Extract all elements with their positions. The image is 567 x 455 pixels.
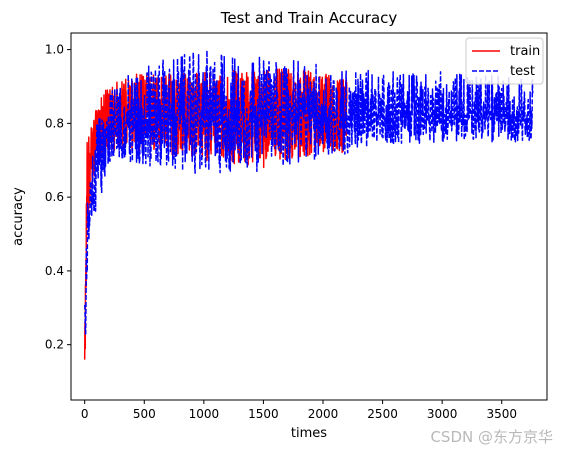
legend: train test (465, 37, 544, 85)
y-tick-label: 0.2 (45, 338, 64, 352)
legend-box (465, 37, 544, 85)
chart-title: Test and Train Accuracy (220, 9, 398, 27)
y-axis-ticks: 0.2 0.4 0.6 0.8 1.0 (45, 43, 71, 352)
legend-label-test: test (510, 64, 535, 79)
y-tick-label: 0.6 (45, 190, 64, 204)
x-tick-label: 500 (133, 407, 156, 421)
y-tick-label: 1.0 (45, 43, 64, 57)
x-tick-label: 3000 (427, 407, 458, 421)
x-tick-label: 0 (81, 407, 89, 421)
x-tick-label: 3500 (486, 407, 517, 421)
x-tick-label: 2500 (367, 407, 398, 421)
x-axis-ticks: 0 500 1000 1500 2000 2500 3000 3500 (81, 400, 517, 421)
x-axis-label: times (291, 426, 327, 441)
y-tick-label: 0.4 (45, 264, 64, 278)
legend-label-train: train (510, 44, 540, 59)
watermark: CSDN @东方京华 (430, 428, 553, 446)
plot-frame (70, 32, 548, 401)
y-axis-label: accuracy (11, 187, 26, 246)
series-line-test (83, 49, 534, 335)
x-tick-label: 1500 (248, 407, 279, 421)
x-tick-label: 2000 (308, 407, 339, 421)
y-tick-label: 0.8 (45, 116, 64, 130)
x-tick-label: 1000 (189, 407, 220, 421)
